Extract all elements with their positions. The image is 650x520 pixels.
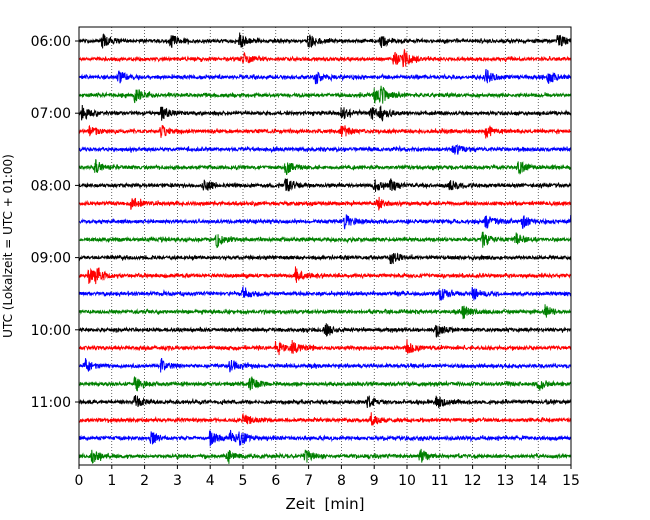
trace-0645 (78, 85, 572, 105)
y-tick-label-1: 07:00 (31, 106, 71, 122)
x-tick-label-13: 13 (496, 473, 514, 489)
trace-0900 (78, 252, 572, 265)
y-tick-label-0: 06:00 (31, 34, 71, 50)
x-tick-label-6: 6 (271, 473, 280, 489)
trace-0930 (78, 285, 572, 301)
x-axis-label: Zeit [min] (285, 495, 364, 513)
y-axis-ticks: 06:00 07:00 08:00 09:00 10:00 11:00 (31, 34, 79, 411)
trace-0700 (78, 105, 572, 122)
x-tick-label-11: 11 (431, 473, 449, 489)
x-tick-label-1: 1 (107, 473, 116, 489)
y-tick-label-5: 11:00 (31, 395, 71, 411)
trace-0815 (78, 196, 572, 211)
plot-frame (78, 26, 572, 466)
trace-0600 (78, 32, 572, 49)
minute-gridlines (111, 27, 539, 465)
y-tick-label-2: 08:00 (31, 178, 71, 194)
x-tick-label-4: 4 (206, 473, 215, 489)
x-axis-ticks: 0 1 2 3 4 5 6 7 8 9 10 11 12 13 14 15 (75, 465, 580, 489)
trace-0845 (78, 231, 572, 249)
trace-1030 (78, 357, 572, 373)
trace-1045 (78, 375, 572, 392)
x-tick-label-9: 9 (370, 473, 379, 489)
x-tick-label-7: 7 (304, 473, 313, 489)
x-tick-label-15: 15 (562, 473, 580, 489)
x-tick-label-12: 12 (464, 473, 482, 489)
x-tick-label-8: 8 (337, 473, 346, 489)
trace-1015 (78, 339, 572, 356)
trace-0830 (78, 214, 572, 230)
x-tick-label-3: 3 (173, 473, 182, 489)
x-tick-label-10: 10 (398, 473, 416, 489)
trace-1115 (78, 412, 572, 427)
x-tick-label-5: 5 (239, 473, 248, 489)
trace-1145 (78, 448, 572, 464)
y-tick-label-3: 09:00 (31, 251, 71, 267)
trace-0630 (78, 68, 572, 85)
x-tick-label-2: 2 (140, 473, 149, 489)
trace-0800 (78, 178, 572, 192)
trace-1100 (78, 394, 572, 409)
trace-0730 (78, 144, 572, 155)
trace-0745 (78, 159, 572, 176)
trace-1000 (78, 323, 572, 338)
trace-0915 (78, 266, 572, 285)
trace-0945 (78, 304, 572, 320)
y-axis-label: UTC (Lokalzeit = UTC + 01:00) (1, 154, 15, 338)
y-tick-label-4: 10:00 (31, 323, 71, 339)
x-tick-label-14: 14 (529, 473, 547, 489)
trace-0615 (78, 48, 572, 68)
seismogram-traces (78, 32, 572, 464)
x-tick-label-0: 0 (75, 473, 84, 489)
trace-0715 (78, 124, 572, 139)
trace-1130 (78, 429, 572, 447)
